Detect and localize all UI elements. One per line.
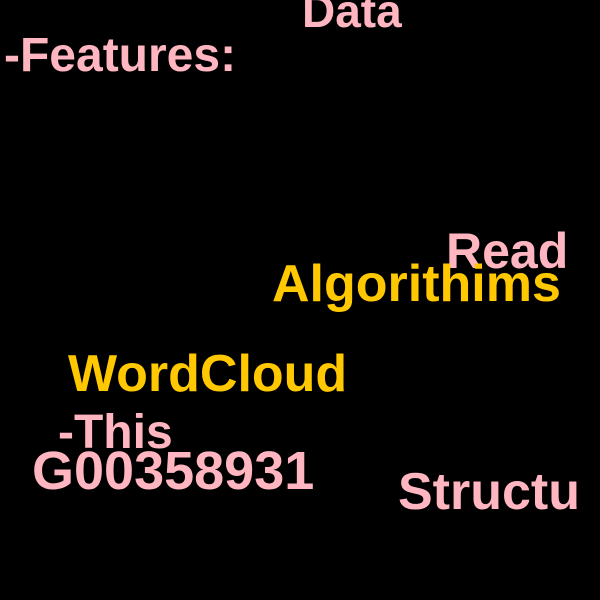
word-features: -Features:	[4, 29, 237, 82]
word-data: Data	[302, 0, 402, 37]
word-this: -This	[58, 406, 173, 459]
word-algorithims: Algorithims	[272, 255, 561, 313]
word-read: Read	[446, 223, 569, 279]
word-structu: Structu	[398, 463, 580, 521]
word-student-id: G00358931	[32, 441, 315, 501]
word-wordcloud: WordCloud	[68, 345, 348, 403]
